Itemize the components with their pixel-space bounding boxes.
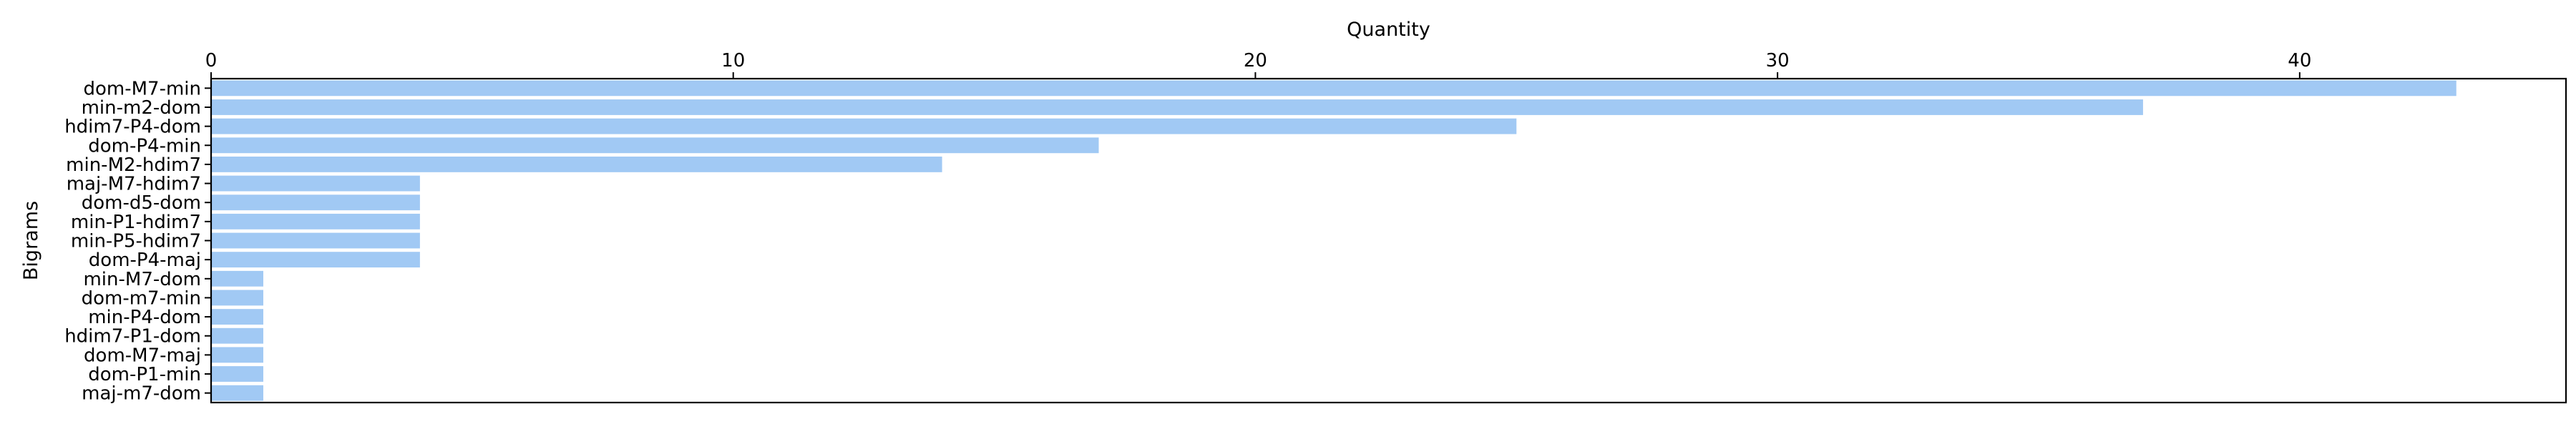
y-tick-label: dom-d5-dom <box>82 192 201 214</box>
y-tick-label: maj-M7-hdim7 <box>67 174 201 195</box>
bar-min-M7-dom <box>211 270 263 287</box>
y-tick-label: min-P4-dom <box>88 307 201 328</box>
bar-dom-P1-min <box>211 366 263 382</box>
y-tick-label: min-P5-hdim7 <box>71 231 201 252</box>
x-axis-title: Quantity <box>1347 19 1430 41</box>
y-tick-label: hdim7-P4-dom <box>64 117 201 138</box>
bar-hdim7-P4-dom <box>211 118 1517 134</box>
bar-min-P4-dom <box>211 309 263 325</box>
y-tick-label: min-m2-dom <box>82 97 201 119</box>
bar-min-P5-hdim7 <box>211 232 420 249</box>
y-tick-label: dom-P4-min <box>88 135 201 157</box>
bar-maj-M7-hdim7 <box>211 175 420 192</box>
bar-dom-M7-maj <box>211 347 263 363</box>
y-tick-label: dom-P1-min <box>88 364 201 385</box>
y-tick-label: min-M2-hdim7 <box>66 154 201 176</box>
y-axis-ticks: dom-M7-minmin-m2-domhdim7-P4-domdom-P4-m… <box>64 78 211 405</box>
bar-min-P1-hdim7 <box>211 213 420 230</box>
y-tick-label: hdim7-P1-dom <box>64 326 201 347</box>
x-tick-label: 30 <box>1766 50 1790 72</box>
x-tick-label: 20 <box>1244 50 1267 72</box>
x-axis-ticks: 0 10 20 30 40 <box>205 50 2311 79</box>
x-tick-label: 10 <box>721 50 745 72</box>
bar-dom-P4-maj <box>211 252 420 268</box>
bar-min-m2-dom <box>211 99 2143 115</box>
y-tick-label: dom-P4-maj <box>89 250 201 271</box>
y-tick-label: min-P1-hdim7 <box>71 212 201 233</box>
y-tick-label: min-M7-dom <box>83 269 201 290</box>
y-tick-label: dom-M7-min <box>83 78 201 99</box>
y-tick-label: maj-m7-dom <box>82 383 201 405</box>
y-tick-label: dom-M7-maj <box>84 345 201 366</box>
y-tick-label: dom-m7-min <box>82 287 201 309</box>
bar-hdim7-P1-dom <box>211 327 263 344</box>
y-axis-title: Bigrams <box>20 201 42 280</box>
bar-maj-m7-dom <box>211 385 263 401</box>
bar-dom-P4-min <box>211 137 1099 154</box>
bar-dom-M7-min <box>211 80 2457 97</box>
x-tick-label: 0 <box>205 50 218 72</box>
bar-dom-m7-min <box>211 290 263 306</box>
bars-group <box>211 80 2457 401</box>
bar-dom-d5-dom <box>211 194 420 211</box>
bar-min-M2-hdim7 <box>211 156 942 172</box>
x-tick-label: 40 <box>2288 50 2311 72</box>
